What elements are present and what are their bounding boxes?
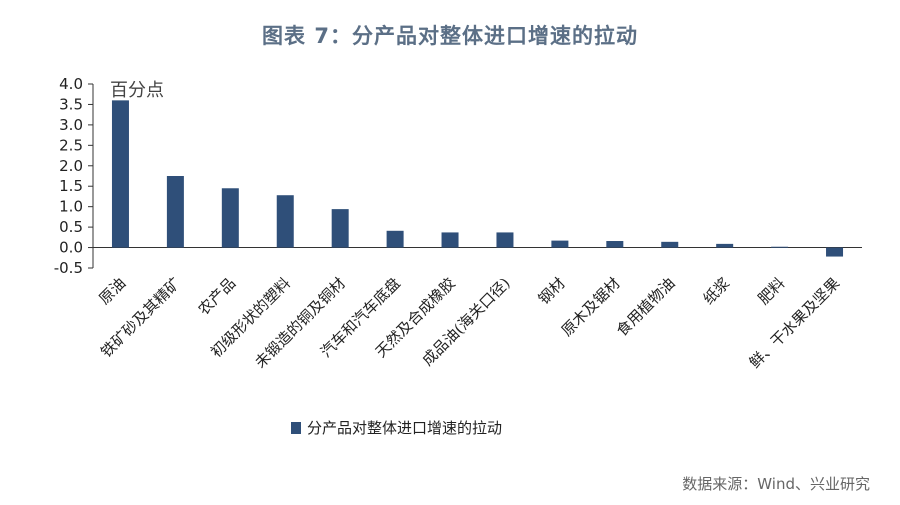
y-tick-labels: 4.0 3.5 3.0 2.5 2.0 1.5 1.0 0.5 0.0 -0.5 — [54, 75, 83, 277]
bars — [111, 100, 844, 257]
source-note: 数据来源：Wind、兴业研究 — [682, 475, 870, 493]
bar — [331, 209, 349, 248]
y-tick-label: 4.0 — [59, 75, 83, 93]
bar — [661, 241, 679, 248]
x-category-label: 原油 — [95, 274, 129, 308]
y-tick-label: 3.0 — [59, 116, 83, 134]
y-tick-label: 1.0 — [59, 198, 83, 216]
bar — [826, 247, 844, 257]
axes — [88, 83, 862, 269]
legend-label: 分产品对整体进口增速的拉动 — [307, 419, 502, 437]
bar — [551, 240, 569, 248]
y-tick-label: 1.5 — [59, 177, 83, 195]
y-tick-label: 0.5 — [59, 218, 83, 236]
legend-swatch — [291, 422, 301, 434]
bar — [771, 246, 789, 248]
x-category-label: 原木及锯材 — [558, 274, 624, 340]
y-tick-label: 3.5 — [59, 95, 83, 113]
y-tick-label: 2.0 — [59, 157, 83, 175]
legend: 分产品对整体进口增速的拉动 — [291, 419, 502, 437]
bar — [496, 232, 514, 248]
x-category-label: 肥料 — [754, 274, 788, 308]
bar — [166, 176, 184, 248]
bar — [386, 230, 404, 248]
bar — [441, 232, 459, 248]
y-tick-label: 0.0 — [59, 239, 83, 257]
bar — [276, 195, 294, 248]
x-category-label: 农产品 — [195, 274, 240, 319]
x-category-label: 纸浆 — [700, 274, 734, 308]
bar — [221, 188, 239, 248]
y-tick-label: -0.5 — [54, 259, 83, 277]
bar — [111, 100, 129, 248]
bar — [606, 241, 624, 248]
x-category-label: 食用植物油 — [613, 274, 679, 340]
y-unit-label: 百分点 — [110, 80, 164, 101]
chart-title: 图表 7：分产品对整体进口增速的拉动 — [262, 24, 638, 48]
bar — [716, 243, 734, 248]
x-category-label: 钢材 — [535, 274, 569, 308]
y-tick-label: 2.5 — [59, 136, 83, 154]
